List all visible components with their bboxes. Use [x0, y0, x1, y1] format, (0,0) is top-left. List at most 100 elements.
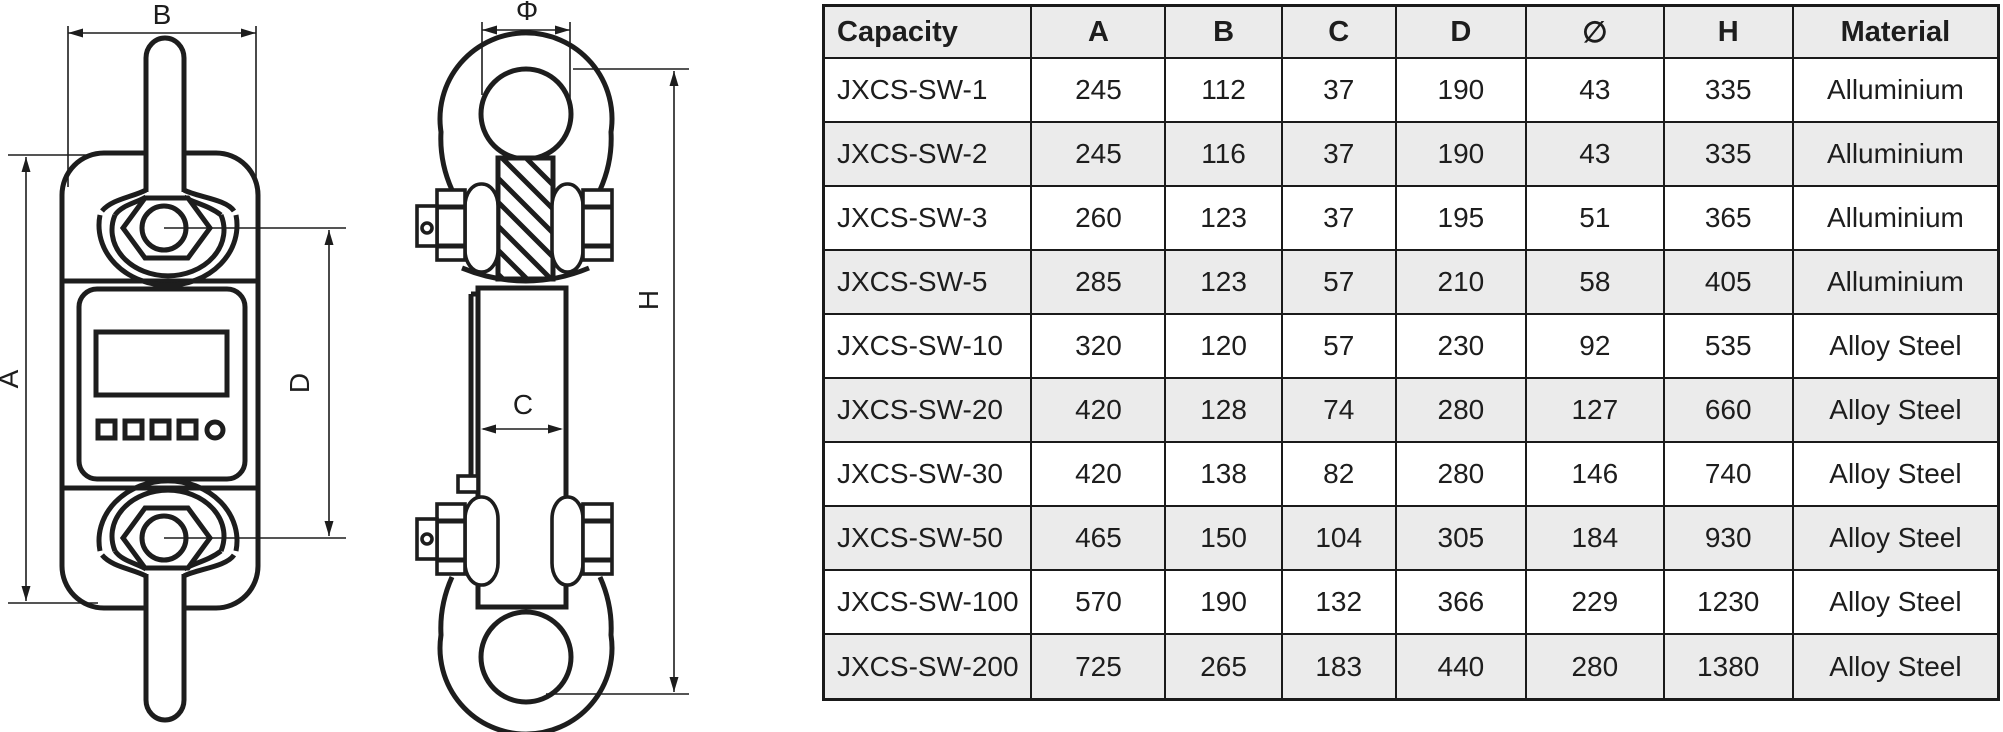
dim-c: C: [481, 389, 563, 434]
value-cell: 335: [1662, 121, 1794, 188]
top-bow-outer: [96, 214, 240, 288]
dim-h: H: [546, 68, 689, 695]
bottom-nut-left: [435, 502, 467, 576]
top-ear-left: [463, 182, 500, 274]
dim-c-label: C: [513, 389, 533, 420]
table-row-jxcs-sw-200: JXCS-SW-200 725 265 183 440 280 1380 Alloy Stee…: [822, 633, 2000, 701]
table-header-cell-b: B: [1164, 4, 1283, 59]
top-nut-right: [581, 188, 614, 262]
top-bolt-pin-hole: [420, 221, 434, 235]
value-cell: Alloy Steel: [1791, 377, 2000, 444]
model-cell: JXCS-SW-3: [822, 185, 1033, 252]
lcd-screen: [93, 329, 230, 398]
bottom-bow-flare-right: [182, 553, 237, 579]
value-cell: 57: [1280, 313, 1397, 380]
model-cell: JXCS-SW-30: [822, 441, 1033, 508]
bottom-shackle-outer: [437, 575, 615, 732]
front-view: B A D: [0, 0, 346, 723]
bottom-bow-outer: [96, 478, 240, 552]
table-row-jxcs-sw-30: JXCS-SW-30 420 138 82 280 146 740 Alloy Steel: [822, 441, 2000, 508]
value-cell: 184: [1525, 505, 1665, 572]
value-cell: 335: [1662, 56, 1794, 124]
model-cell: JXCS-SW-2: [822, 121, 1033, 188]
top-bow-flare-right: [182, 187, 237, 213]
button-1: [95, 418, 118, 441]
top-shackle-eye: [478, 66, 574, 162]
value-cell: 82: [1280, 441, 1397, 508]
table-header-cell-h: H: [1662, 4, 1794, 59]
value-cell: 260: [1030, 185, 1167, 252]
table-header-cell-c: C: [1280, 4, 1397, 59]
value-cell: 930: [1662, 505, 1794, 572]
technical-drawing: B A D: [0, 0, 689, 732]
value-cell: 190: [1394, 56, 1528, 124]
dim-b-label: B: [153, 0, 172, 30]
top-loop: [143, 35, 187, 192]
model-cell: JXCS-SW-200: [822, 633, 1033, 701]
value-cell: 1380: [1662, 633, 1794, 701]
model-cell: JXCS-SW-100: [822, 569, 1033, 636]
value-cell: 740: [1662, 441, 1794, 508]
value-cell: 43: [1525, 121, 1665, 188]
value-cell: 123: [1164, 185, 1283, 252]
bottom-loop: [143, 574, 187, 723]
bottom-pin-hardware: [415, 495, 614, 587]
value-cell: 183: [1280, 633, 1397, 701]
model-cell: JXCS-SW-20: [822, 377, 1033, 444]
display-panel: [76, 286, 248, 482]
table-row-jxcs-sw-100: JXCS-SW-100 570 190 132 366 229 1230 Alloy Stee…: [822, 569, 2000, 636]
value-cell: 265: [1164, 633, 1283, 701]
table-row-jxcs-sw-10: JXCS-SW-10 320 120 57 230 92 535 Alloy Steel: [822, 313, 2000, 380]
button-4: [176, 418, 199, 441]
link-bar-plate: [456, 291, 480, 494]
value-cell: 150: [1164, 505, 1283, 572]
value-cell: 660: [1662, 377, 1794, 444]
table-row-jxcs-sw-50: JXCS-SW-50 465 150 104 305 184 930 Alloy Steel: [822, 505, 2000, 572]
table-header-cell-d: D: [1394, 4, 1528, 59]
value-cell: 440: [1394, 633, 1528, 701]
value-cell: 420: [1030, 377, 1167, 444]
value-cell: 285: [1030, 249, 1167, 316]
bottom-bow-inner: [109, 487, 227, 552]
value-cell: 1230: [1662, 569, 1794, 636]
model-cell: JXCS-SW-5: [822, 249, 1033, 316]
top-bow-flare-left: [100, 187, 148, 213]
table-header-row: Capacity A B C D ∅ H Material: [822, 4, 2000, 59]
value-cell: 37: [1280, 121, 1397, 188]
top-pin-hardware: [415, 182, 614, 274]
value-cell: 51: [1525, 185, 1665, 252]
model-cell: JXCS-SW-10: [822, 313, 1033, 380]
value-cell: 245: [1030, 121, 1167, 188]
spec-table: Capacity A B C D ∅ H Material JXCS-SW-1 245 112 37…: [822, 4, 2000, 701]
side-view: Φ C H: [415, 0, 689, 732]
table-row-jxcs-sw-5: JXCS-SW-5 285 123 57 210 58 405 Alluminium: [822, 249, 2000, 316]
bottom-nut-right: [581, 502, 614, 576]
table-header-cell-a: A: [1030, 4, 1167, 59]
value-cell: 127: [1525, 377, 1665, 444]
value-cell: 190: [1394, 121, 1528, 188]
value-cell: Alluminium: [1791, 185, 2000, 252]
top-shackle-outer: [437, 30, 615, 192]
model-cell: JXCS-SW-1: [822, 56, 1033, 124]
value-cell: 120: [1164, 313, 1283, 380]
value-cell: 320: [1030, 313, 1167, 380]
value-cell: Alluminium: [1791, 56, 2000, 124]
value-cell: 725: [1030, 633, 1167, 701]
table-row-jxcs-sw-3: JXCS-SW-3 260 123 37 195 51 365 Alluminium: [822, 185, 2000, 252]
value-cell: 405: [1662, 249, 1794, 316]
shackle-pin-hatched: [495, 155, 556, 282]
bottom-ear-right: [550, 495, 585, 587]
bottom-bolt-pin-hole: [420, 532, 434, 546]
value-cell: 104: [1280, 505, 1397, 572]
value-cell: 123: [1164, 249, 1283, 316]
value-cell: 57: [1280, 249, 1397, 316]
value-cell: 305: [1394, 505, 1528, 572]
table-row-jxcs-sw-20: JXCS-SW-20 420 128 74 280 127 660 Alloy Steel: [822, 377, 2000, 444]
value-cell: 280: [1525, 633, 1665, 701]
dim-b: B: [67, 0, 257, 187]
dim-d-label: D: [284, 373, 315, 393]
value-cell: Alloy Steel: [1791, 505, 2000, 572]
value-cell: Alluminium: [1791, 121, 2000, 188]
table-row-jxcs-sw-2: JXCS-SW-2 245 116 37 190 43 335 Alluminium: [822, 121, 2000, 188]
